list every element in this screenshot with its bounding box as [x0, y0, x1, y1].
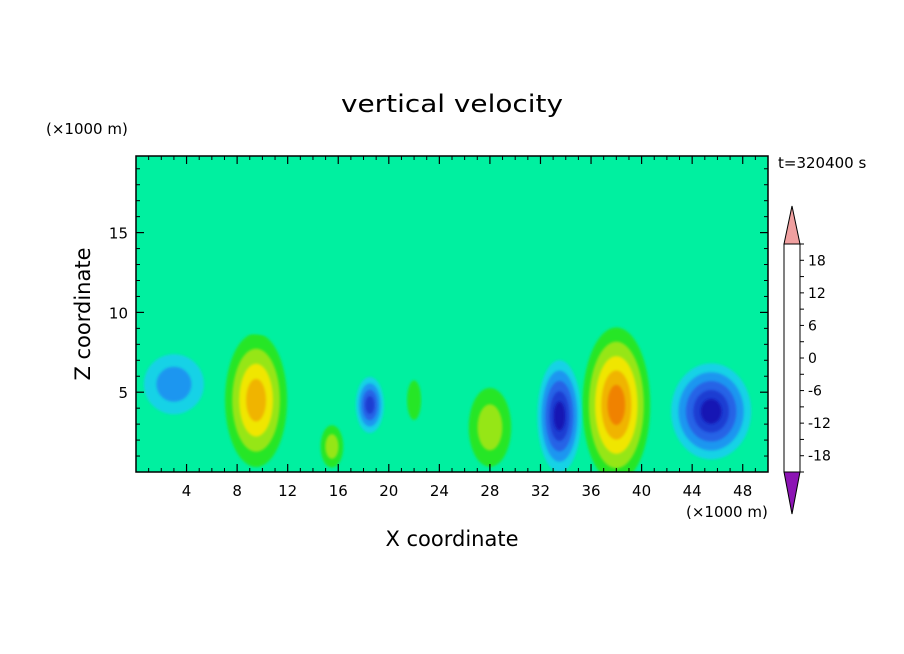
- x-tick-label: 36: [581, 482, 600, 500]
- colorbar-tick-label: -6: [808, 384, 822, 400]
- contour-field: [143, 194, 752, 472]
- contour-level: [325, 434, 339, 459]
- x-axis-label: X coordinate: [385, 527, 518, 551]
- contour-level: [202, 194, 323, 335]
- colorbar-tick-label: -18: [808, 449, 831, 465]
- contour-feature: [671, 363, 752, 460]
- contour-level: [156, 366, 192, 402]
- x-tick-label: 32: [531, 482, 550, 500]
- x-tick-label: 16: [329, 482, 348, 500]
- colorbar-tick-label: 12: [808, 286, 826, 302]
- colorbar-tick-label: 6: [808, 318, 817, 334]
- colorbar-under-triangle: [783, 471, 801, 515]
- x-tick-label: 12: [278, 482, 297, 500]
- chart-title: vertical velocity: [341, 90, 563, 118]
- time-label: t=320400 s: [778, 154, 866, 172]
- x-tick-label: 40: [632, 482, 651, 500]
- colorbar-frame: [783, 243, 801, 473]
- y-axis-label: Z coordinate: [71, 247, 95, 380]
- contour-feature: [402, 366, 427, 435]
- contour-level: [553, 401, 566, 431]
- colorbar: 18 12 6 0 -6 -12 -18: [783, 205, 831, 515]
- contour-feature: [218, 318, 295, 472]
- contour-level: [407, 380, 422, 420]
- contour-feature: [576, 312, 657, 472]
- y-tick-label: 10: [109, 304, 128, 322]
- contour-level: [607, 384, 626, 426]
- contour-feature: [143, 354, 204, 415]
- contour-level: [700, 398, 722, 424]
- contour-feature: [315, 416, 348, 472]
- y-unit-label: (×1000 m): [46, 120, 128, 138]
- contour-feature: [355, 376, 384, 433]
- x-tick-label: 8: [232, 482, 242, 500]
- colorbar-tick-label: 0: [808, 351, 817, 367]
- x-unit-label: (×1000 m): [686, 503, 768, 521]
- y-tick-label: 15: [109, 225, 128, 243]
- x-tick-label: 20: [379, 482, 398, 500]
- colorbar-tick-label: -12: [808, 416, 831, 432]
- y-tick-label: 5: [118, 384, 128, 402]
- contour-feature: [202, 194, 323, 335]
- x-tick-label: 24: [430, 482, 449, 500]
- colorbar-over-triangle: [783, 205, 801, 245]
- contour-feature: [537, 360, 582, 472]
- x-tick-label: 28: [480, 482, 499, 500]
- contour-feature: [459, 371, 520, 472]
- contour-level: [477, 404, 503, 451]
- colorbar-tick-label: 18: [808, 253, 826, 269]
- contour-level: [365, 396, 375, 414]
- x-tick-label: 4: [182, 482, 192, 500]
- x-tick-label: 44: [683, 482, 702, 500]
- x-tick-label: 48: [733, 482, 752, 500]
- contour-level: [246, 378, 266, 422]
